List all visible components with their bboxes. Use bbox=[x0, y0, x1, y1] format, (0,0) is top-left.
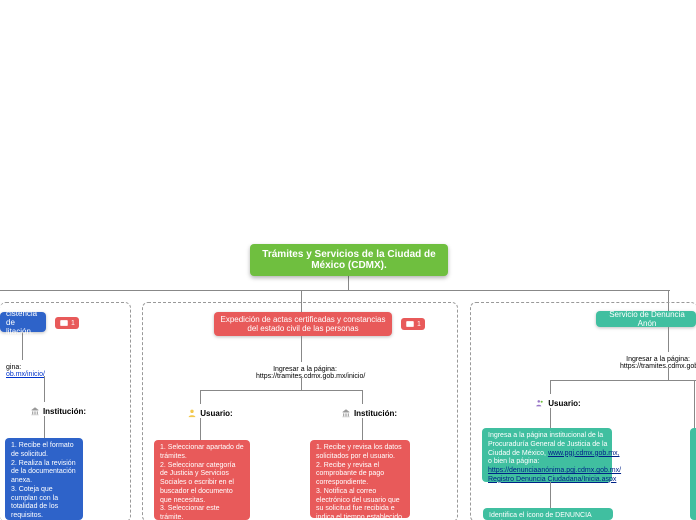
flowchart-canvas: Trámites y Servicios de la Ciudad de Méx… bbox=[0, 0, 696, 520]
root-node: Trámites y Servicios de la Ciudad de Méx… bbox=[250, 244, 448, 276]
branch-outline bbox=[142, 302, 458, 520]
connector bbox=[348, 276, 349, 290]
branch-outline bbox=[0, 302, 131, 520]
branch-outline bbox=[470, 302, 696, 520]
connector bbox=[0, 290, 670, 291]
